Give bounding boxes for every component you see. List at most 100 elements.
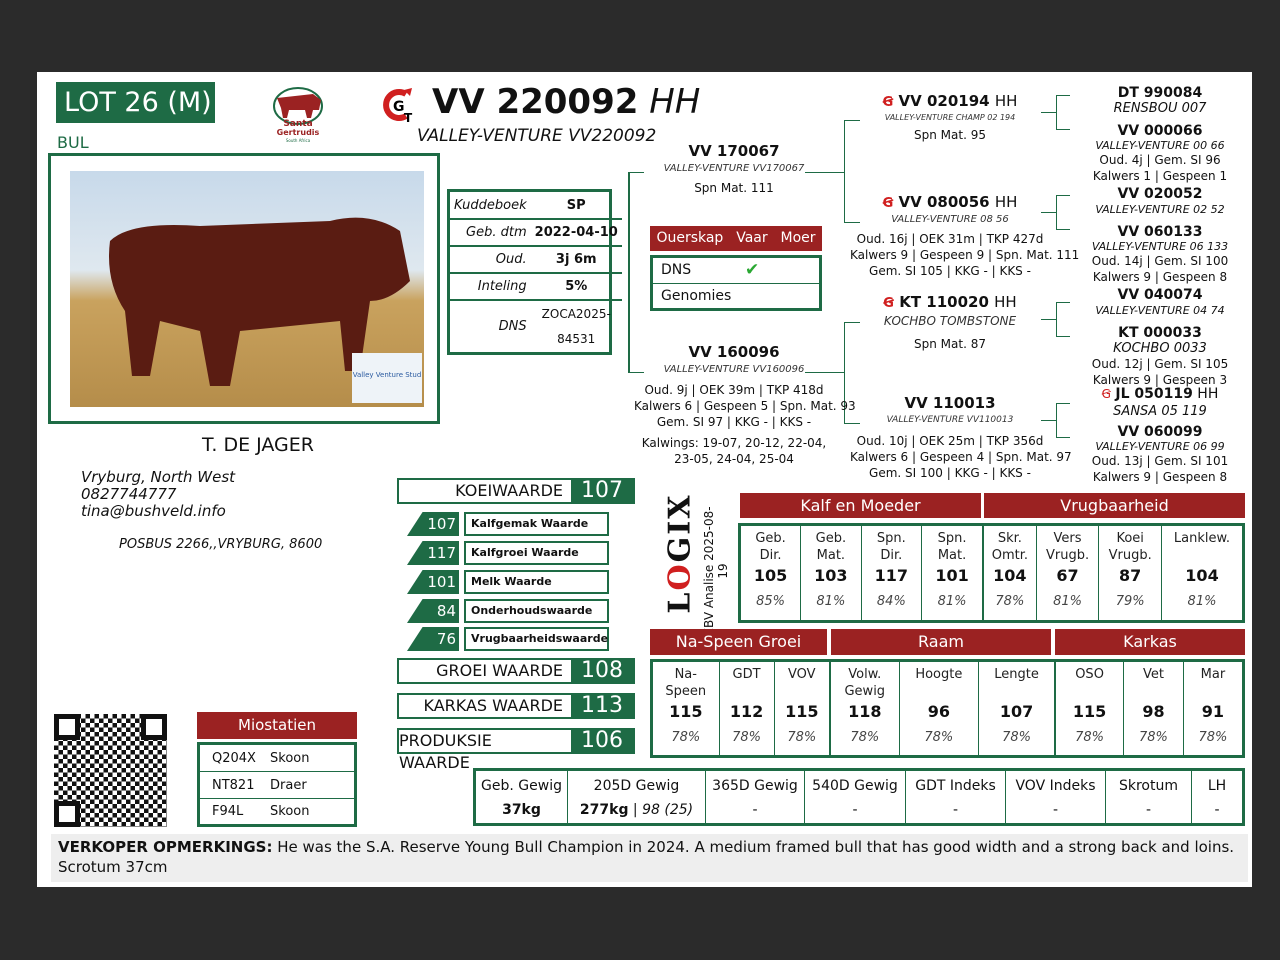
pedigree-line <box>1056 129 1070 130</box>
gt-icon: Ꞡ <box>882 196 894 211</box>
owner-contact: Vryburg, North West 0827744777 tina@bush… <box>81 469 235 520</box>
ebv-label: Koei Vrugb. <box>1098 526 1162 566</box>
group-header-karkas: Karkas <box>1055 629 1245 655</box>
ebv-label: Geb. Dir. <box>755 531 786 563</box>
g3-ancestor[interactable]: KT 000033 KOCHBO 0033 Oud. 12j | Gem. SI 1… <box>1091 325 1229 387</box>
pedigree-bracket <box>1056 302 1057 336</box>
remarks-label: VERKOPER OPMERKINGS: <box>58 838 273 856</box>
ebv-label: Na- Speen <box>665 667 707 699</box>
ebv-table-karkas: OSO Vet Mar 115 98 91 78% 78% 78% <box>1056 662 1242 755</box>
lot-card: LOT 26 (M) BUL Santa Gertrudis South Afric… <box>37 72 1252 887</box>
g3-ancestor[interactable]: VV 060099 VALLEY-VENTURE 06 99 Oud. 13j | … <box>1091 424 1229 484</box>
waarde-label: GROEI WAARDE <box>436 661 563 680</box>
parentage-header-label: Ouerskap <box>656 230 724 246</box>
ebv-analysis-date: EBV Analise 2025-08-19 <box>702 506 730 636</box>
pedigree-sire[interactable]: VV 170067 VALLEY-VENTURE VV170067 Spn Ma… <box>634 142 834 196</box>
ebv-table-raam: Volw. Gewig Hoogte Lengte 118 96 107 78% 78% 78% <box>831 662 1056 755</box>
pedigree-dam-dam[interactable]: VV 110013 VALLEY-VENTURE VV110013 Oud. 1… <box>850 394 1072 481</box>
ebv-accuracy: 78% <box>671 730 701 745</box>
ebv-label: Lengte <box>978 662 1055 702</box>
weights-table: Geb. Gewig 37kg 205D Gewig 277kg | 98 (25) 3… <box>473 768 1245 826</box>
ebv-accuracy: 78% <box>1123 730 1184 755</box>
dns-code-1: ZOCA2025- <box>541 306 611 321</box>
ebv-value: 67 <box>1035 566 1099 594</box>
pedigree-dam-sire[interactable]: Ꞡ KT 110020 HH KOCHBO TOMBSTONE Spn Mat.… <box>850 293 1050 352</box>
ss-id: VV 020194 <box>898 92 990 110</box>
owner-email[interactable]: tina@bushveld.info <box>81 502 226 520</box>
ds-stats: Spn Mat. 87 <box>914 337 986 351</box>
ebv-accuracy: 85% <box>756 594 785 609</box>
dd-id: VV 110013 <box>904 394 996 412</box>
sd-suffix: HH <box>994 193 1018 211</box>
ebv-label: Vers Vrugb. <box>1035 526 1099 566</box>
ebv-label: Spn. Dir. <box>860 526 922 566</box>
dam-name: VALLEY-VENTURE VV160096 <box>663 364 805 375</box>
weight-value: - <box>1145 802 1152 818</box>
pedigree-line <box>1056 195 1070 196</box>
qr-code[interactable] <box>54 714 167 827</box>
ebv-value: 112 <box>718 702 775 730</box>
parentage-header-sire: Vaar <box>736 230 768 246</box>
ebv-accuracy: 79% <box>1098 594 1162 620</box>
ebv-label: GDT <box>718 662 775 702</box>
ebv-label: Hoogte <box>898 662 979 702</box>
g3-ancestor[interactable]: DT 990084 RENSBOU 007 <box>1113 85 1207 116</box>
ebv-label: Lanklew. <box>1161 526 1242 566</box>
pedigree-bracket <box>844 322 845 424</box>
koeiwaarde-row: KOEIWAARDE 107 <box>397 478 635 504</box>
pedigree-dam[interactable]: VV 160096 VALLEY-VENTURE VV160096 Oud. 9… <box>634 343 856 467</box>
sire-stats: Spn Mat. 111 <box>694 181 774 195</box>
g3-ancestor[interactable]: VV 040074 VALLEY-VENTURE 04 74 <box>1095 287 1225 317</box>
g3-ancestor[interactable]: VV 000066 VALLEY-VENTURE 00 66 Oud. 4j | G… <box>1092 123 1228 183</box>
pedigree-sire-dam[interactable]: Ꞡ VV 080056 HH VALLEY-VENTURE 08 56 Oud.… <box>850 193 1079 279</box>
weight-label: LH <box>1207 778 1227 794</box>
info-value: 2022-04-10 <box>530 219 622 247</box>
dam-calvings-2: 23-05, 24-04, 25-04 <box>674 452 794 466</box>
sd-stats-1: Oud. 16j | OEK 31m | TKP 427d <box>856 232 1044 246</box>
pedigree-sire-sire[interactable]: Ꞡ VV 020194 HH VALLEY-VENTURE CHAMP 02 1… <box>850 92 1050 143</box>
ds-id: KT 110020 <box>899 293 989 311</box>
ebv-accuracy: 78% <box>1075 730 1105 745</box>
g3-ancestor[interactable]: VV 020052 VALLEY-VENTURE 02 52 <box>1095 186 1225 216</box>
ds-name: KOCHBO TOMBSTONE <box>883 314 1017 328</box>
photo-frame: Valley Venture Stud <box>48 153 440 424</box>
ebv-value: 104 <box>1161 566 1242 594</box>
ebv-value: 115 <box>1072 702 1107 721</box>
ebv-accuracy: 78% <box>898 730 979 755</box>
animal-id: VV 220092 HH <box>432 82 700 122</box>
dns-code-2: 84531 <box>557 331 596 346</box>
pedigree-line <box>1041 319 1057 320</box>
pedigree-bracket <box>1056 403 1057 437</box>
ebv-label: Vet <box>1123 662 1184 702</box>
svg-text:South Africa: South Africa <box>286 138 311 143</box>
ebv-value: 103 <box>800 566 862 594</box>
owner-location: Vryburg, North West <box>81 468 236 486</box>
ebv-value: 98 <box>1123 702 1184 730</box>
ebv-accuracy: 84% <box>860 594 922 620</box>
weight-label: 205D Gewig <box>593 778 680 794</box>
animal-suffix: HH <box>649 82 701 122</box>
g3-ancestor[interactable]: Ꞡ JL 050119 HH SANSA 05 119 <box>1101 386 1219 419</box>
ebv-table-vrug: Skr. Omtr. Vers Vrugb. Koei Vrugb. Lanklew. 104… <box>984 526 1242 620</box>
sire-id: VV 170067 <box>688 142 780 160</box>
animal-name: VALLEY-VENTURE VV220092 <box>417 126 657 146</box>
pedigree-line <box>1056 302 1070 303</box>
ebv-accuracy: 78% <box>850 730 880 745</box>
weight-value: - <box>752 802 758 818</box>
weight-cell: GDT Indeks - <box>906 771 1006 823</box>
animal-id-text: VV 220092 <box>432 82 639 122</box>
gt-icon: Ꞡ <box>883 296 894 311</box>
weight-label: GDT Indeks <box>915 778 996 794</box>
ebv-label: VOV <box>773 662 830 702</box>
owner-phone: 0827744777 <box>81 485 177 503</box>
dam-stats-1: Oud. 9j | OEK 39m | TKP 418d <box>644 383 824 397</box>
weight-value: 277kg | 98 (25) <box>579 802 694 818</box>
info-row: Geb. dtm 2022-04-10 <box>450 219 622 247</box>
ebv-value: 96 <box>898 702 979 730</box>
pedigree-bracket <box>1056 195 1057 229</box>
g3-ancestor[interactable]: VV 060133 VALLEY-VENTURE 06 133 Oud. 14j |… <box>1091 224 1229 284</box>
pedigree-gen3: DT 990084 RENSBOU 007 VV 000066 VALLEY-VEN… <box>1071 85 1249 485</box>
weight-cell: VOV Indeks - <box>1006 771 1106 823</box>
ebv-value: 87 <box>1098 566 1162 594</box>
info-value: SP <box>530 192 622 220</box>
